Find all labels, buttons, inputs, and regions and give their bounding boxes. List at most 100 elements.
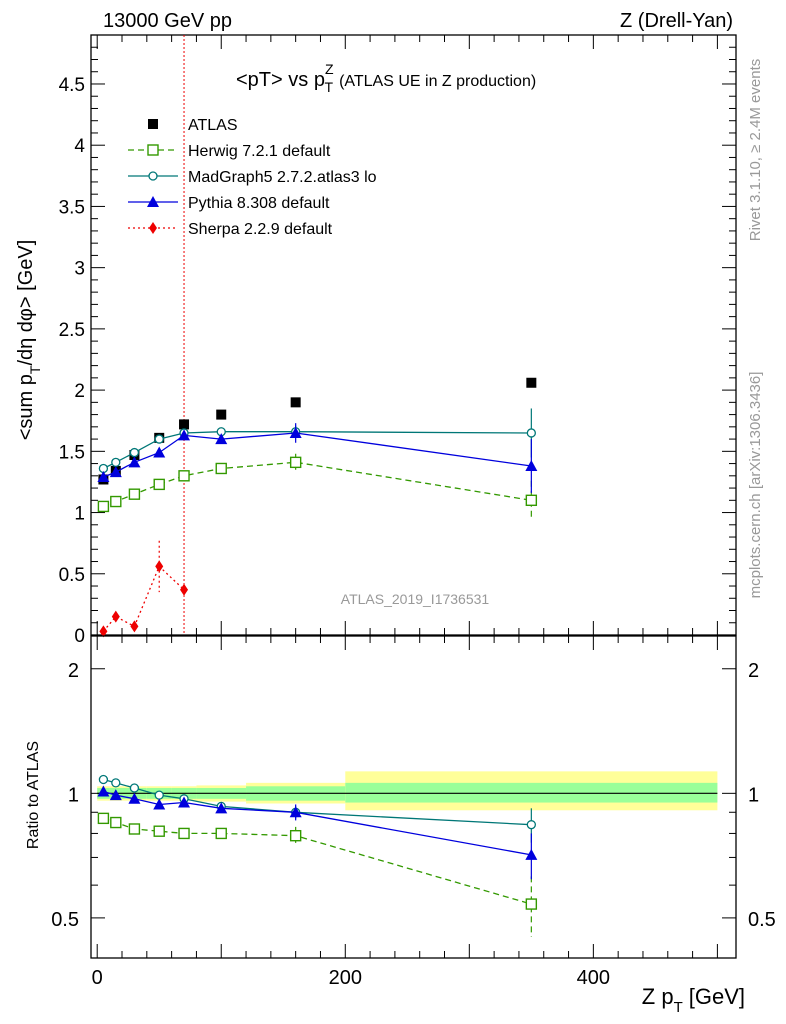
ratio-point-herwig: [178, 827, 190, 840]
legend-entry-sherpa: Sherpa 2.2.9 default: [128, 221, 333, 238]
top-point-pythia: [289, 426, 302, 438]
legend-entry-herwig: Herwig 7.2.1 default: [128, 143, 331, 160]
top-point-herwig: [97, 500, 110, 513]
top-y-tick-label: 3: [74, 259, 85, 280]
x-tick-label: 200: [329, 967, 362, 989]
ratio-line-herwig: [103, 817, 532, 905]
top-point-atlas: [216, 409, 227, 420]
ratio-point-pythia: [178, 796, 191, 808]
ratio-y-tick-label: 1: [68, 784, 79, 806]
top-point-atlas: [290, 397, 301, 408]
band-inner: [345, 782, 718, 803]
top-point-sherpa: [180, 583, 189, 596]
x-tick-label: 0: [92, 967, 103, 989]
top-line-madgraph: [103, 431, 532, 470]
header-left: 13000 GeV pp: [103, 10, 232, 32]
legend-marker-herwig: [147, 144, 159, 156]
top-point-sherpa: [155, 560, 164, 573]
top-y-tick-label: 4.5: [59, 75, 85, 96]
top-point-herwig: [110, 495, 122, 508]
ratio-point-herwig: [289, 829, 302, 842]
legend-marker-pythia: [147, 196, 159, 207]
legend-marker-atlas: [148, 119, 158, 129]
top-y-tick-label: 0: [74, 626, 85, 647]
ratio-y-axis-label: Ratio to ATLAS: [25, 741, 42, 849]
top-point-sherpa: [130, 620, 139, 633]
top-point-madgraph: [526, 428, 536, 438]
top-line-pythia: [103, 432, 532, 478]
ratio-frame: [90, 635, 737, 959]
top-series-madgraph: [98, 408, 536, 474]
ratio-series-pythia: [97, 785, 538, 880]
ratio-point-madgraph: [98, 774, 109, 785]
analysis-annotation: ATLAS_2019_I1736531: [341, 591, 490, 607]
ratio-point-madgraph: [526, 820, 536, 830]
ratio-point-herwig: [153, 825, 165, 837]
ratio-y-tick-label-right: 1: [748, 784, 759, 806]
x-tick-label: 400: [577, 967, 610, 989]
header-right: Z (Drell-Yan): [620, 10, 733, 32]
top-point-sherpa: [111, 610, 120, 623]
top-y-tick-label: 0.5: [59, 565, 85, 586]
legend: ATLAS Herwig 7.2.1 default MadGraph5 2.7.2…: [128, 117, 377, 238]
top-point-pythia: [215, 433, 228, 445]
top-point-madgraph: [111, 457, 121, 467]
top-point-pythia: [128, 456, 141, 468]
ratio-panel: 0.5 0.5 1 1 2 2 0 200 400 Ratio to ATLAS Z pT [Ge…: [25, 635, 776, 1016]
ratio-point-herwig: [97, 812, 110, 825]
x-axis-label: Z pT [GeV]: [642, 984, 745, 1016]
legend-entry-atlas: ATLAS: [148, 117, 238, 134]
top-point-atlas: [526, 377, 537, 388]
legend-label-sherpa: Sherpa 2.2.9 default: [188, 221, 333, 238]
top-point-herwig: [178, 470, 190, 482]
ratio-y-tick-label-right: 2: [748, 660, 759, 682]
ratio-axes: 0.5 0.5 1 1 2 2 0 200 400: [51, 635, 776, 989]
ratio-point-pythia: [109, 789, 122, 801]
ratio-point-pythia: [153, 798, 166, 810]
ratio-point-herwig: [215, 827, 227, 840]
top-point-madgraph: [129, 447, 140, 458]
top-point-pythia: [178, 429, 191, 441]
ratio-y-tick-label-right: 0.5: [748, 909, 776, 931]
legend-label-herwig: Herwig 7.2.1 default: [188, 143, 331, 160]
legend-marker-sherpa: [149, 222, 157, 234]
top-point-herwig: [215, 462, 227, 475]
top-line-herwig: [103, 461, 532, 508]
rivet-label: Rivet 3.1.10, ≥ 2.4M events: [747, 59, 764, 242]
legend-label-atlas: ATLAS: [188, 117, 238, 134]
top-y-tick-label: 2.5: [59, 320, 85, 341]
top-point-pythia: [97, 471, 110, 483]
ratio-point-herwig: [525, 898, 538, 910]
ratio-point-madgraph: [111, 778, 121, 788]
top-y-tick-label: 1.5: [59, 442, 85, 463]
top-point-herwig: [153, 478, 165, 491]
ratio-point-madgraph: [129, 783, 140, 793]
top-point-atlas: [179, 419, 190, 430]
ratio-series-layer: [97, 774, 538, 937]
ratio-point-pythia: [289, 806, 302, 818]
legend-entry-pythia: Pythia 8.308 default: [128, 195, 330, 212]
ratio-point-pythia: [215, 802, 228, 814]
ratio-y-tick-label: 2: [68, 660, 79, 682]
top-frame: [90, 34, 737, 636]
top-point-herwig: [525, 494, 538, 507]
top-series-layer: [97, 377, 538, 638]
legend-label-madgraph: MadGraph5 2.7.2.atlas3 lo: [188, 169, 377, 186]
legend-marker-madgraph: [148, 171, 158, 181]
ratio-series-herwig: [97, 812, 538, 937]
top-series-pythia: [97, 423, 538, 493]
plot-title: <pT> vs pZ T (ATLAS UE in Z production): [236, 61, 536, 95]
top-series-herwig: [97, 453, 538, 520]
top-y-axis-label: <sum pT/dη dφ> [GeV]: [15, 240, 43, 441]
top-point-sherpa: [99, 625, 108, 638]
top-series-atlas: [98, 377, 537, 485]
top-point-pythia: [525, 460, 538, 472]
top-point-pythia: [153, 446, 166, 458]
ratio-point-herwig: [110, 816, 122, 829]
ratio-point-pythia: [97, 785, 110, 797]
top-point-herwig: [289, 456, 302, 469]
reference-bands: [97, 771, 718, 811]
legend-entry-madgraph: MadGraph5 2.7.2.atlas3 lo: [128, 169, 377, 186]
ratio-point-pythia: [525, 848, 538, 860]
ratio-point-herwig: [128, 823, 141, 835]
